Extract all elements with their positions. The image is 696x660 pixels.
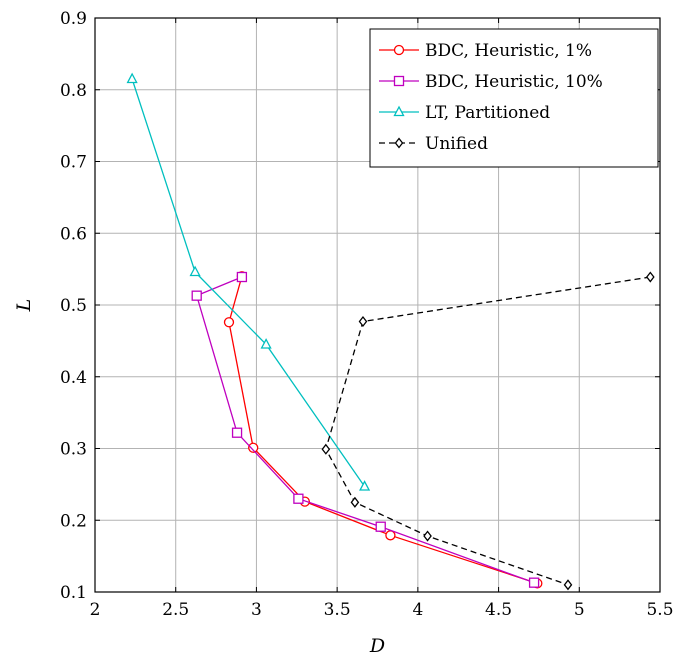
data-point [248, 442, 259, 453]
data-point [231, 427, 243, 438]
x-axis-label: D [369, 635, 385, 657]
data-point [191, 290, 202, 301]
legend-item: Unified [379, 134, 488, 154]
x-tick-label: 2.5 [162, 600, 189, 620]
data-point [563, 579, 573, 591]
series-1 [191, 271, 540, 588]
data-point [350, 496, 360, 508]
series-line [131, 78, 366, 487]
legend-marker [394, 137, 404, 149]
legend: BDC, Heuristic, 1% BDC, Heuristic, 10% LT,… [369, 28, 659, 168]
y-tick-label: 0.8 [60, 81, 87, 101]
legend-label: Unified [425, 134, 488, 154]
series-layer [126, 72, 655, 591]
series-2 [126, 72, 371, 491]
legend-marker [393, 44, 405, 56]
data-point [189, 265, 201, 277]
data-point [260, 338, 272, 349]
data-point [645, 271, 655, 283]
series-line [228, 276, 538, 585]
data-point [223, 317, 235, 328]
y-tick-label: 0.1 [60, 583, 87, 603]
data-point [528, 577, 540, 588]
legend-item: LT, Partitioned [379, 103, 550, 123]
legend-label: BDC, Heuristic, 10% [425, 72, 603, 92]
data-point [375, 521, 386, 532]
y-tick-label: 0.2 [60, 511, 87, 531]
y-axis-label: L [13, 299, 35, 313]
x-tick-label: 5.5 [646, 600, 673, 620]
x-tick-label: 2 [90, 600, 101, 620]
series-0 [223, 271, 543, 589]
series-line [325, 276, 651, 586]
y-tick-label: 0.5 [60, 296, 87, 316]
data-point [293, 493, 304, 504]
data-point [385, 530, 396, 541]
y-tick-label: 0.4 [60, 368, 87, 388]
data-point [359, 480, 371, 491]
legend-item: BDC, Heuristic, 1% [379, 41, 592, 61]
x-tick-label: 4.5 [485, 600, 512, 620]
data-point [126, 72, 138, 84]
x-tick-label: 3 [251, 600, 262, 620]
legend-label: BDC, Heuristic, 1% [425, 41, 592, 61]
data-point [321, 443, 331, 455]
series-3 [321, 271, 655, 591]
data-point [358, 315, 368, 328]
y-tick-label: 0.3 [60, 440, 87, 460]
legend-label: LT, Partitioned [425, 103, 550, 123]
data-point [236, 271, 248, 283]
series-line [195, 276, 535, 584]
legend-marker [393, 75, 405, 87]
legend-marker [393, 105, 405, 117]
legend-item: BDC, Heuristic, 10% [379, 72, 603, 92]
y-tick-label: 0.6 [60, 224, 87, 244]
tick-labels: 2 2.5 3 3.5 4 4.5 5 5.5 0.1 0.2 0.3 0.4 0.5 0.6 0.7 0.8… [60, 9, 674, 620]
y-tick-label: 0.9 [60, 9, 87, 29]
legend-box [369, 28, 659, 168]
data-point [423, 530, 432, 542]
x-tick-label: 5 [574, 600, 585, 620]
y-tick-label: 0.7 [60, 153, 87, 173]
x-tick-label: 3.5 [324, 600, 351, 620]
x-tick-label: 4 [412, 600, 423, 620]
ticks [94, 17, 661, 593]
